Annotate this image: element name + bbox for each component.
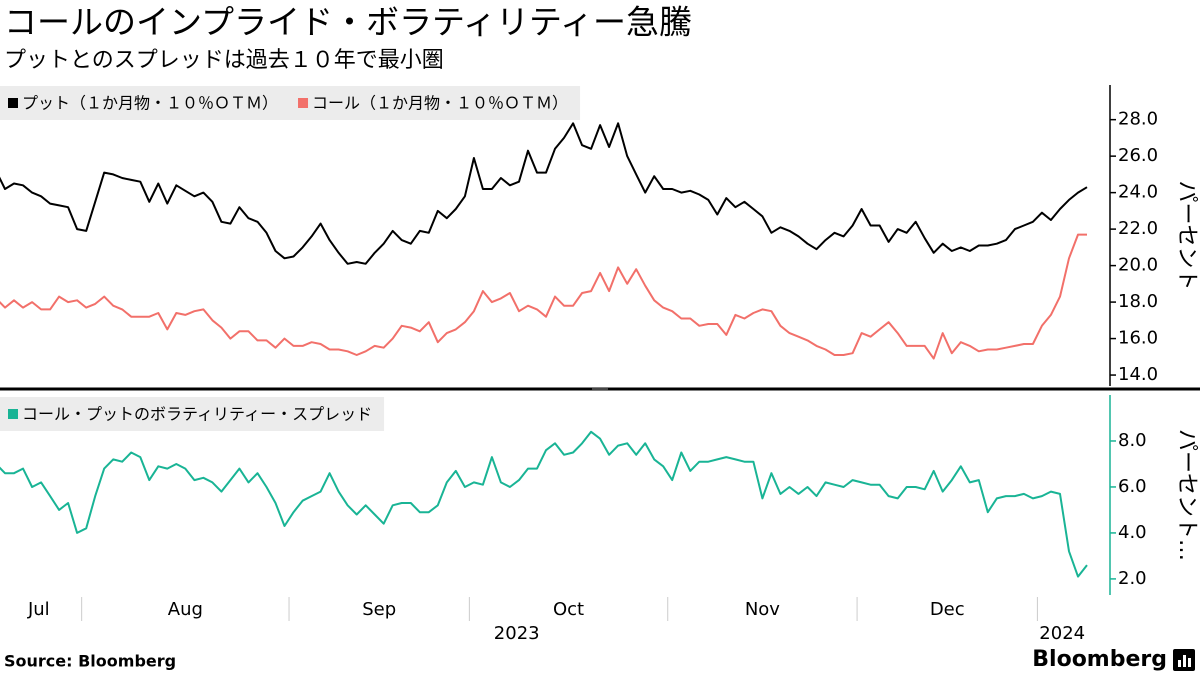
x-year-label: 2024 bbox=[1039, 623, 1085, 644]
y-axis-label: パーセント bbox=[1174, 180, 1199, 290]
x-tick-label: Sep bbox=[362, 599, 396, 620]
y-tick-label: 14.0 bbox=[1118, 364, 1158, 385]
x-year-label: 2023 bbox=[494, 623, 540, 644]
y-tick-label: 2.0 bbox=[1118, 568, 1147, 589]
y-tick-label: 20.0 bbox=[1118, 255, 1158, 276]
y-tick-label: 24.0 bbox=[1118, 182, 1158, 203]
y-tick-label: 22.0 bbox=[1118, 218, 1158, 239]
y-tick-label: 6.0 bbox=[1118, 476, 1147, 497]
x-tick-label: Dec bbox=[930, 599, 965, 620]
logo-icon-bar bbox=[1188, 658, 1191, 667]
logo: Bloomberg bbox=[1032, 647, 1167, 672]
y-axis-label: パーセント… bbox=[1174, 429, 1199, 561]
legend-label: プット（１か月物・１０％ＯＴＭ） bbox=[22, 94, 278, 113]
legend-swatch bbox=[8, 409, 18, 419]
subtitle: プットとのスプレッドは過去１０年で最小圏 bbox=[4, 48, 444, 73]
y-tick-label: 18.0 bbox=[1118, 291, 1158, 312]
line bbox=[0, 233, 1087, 360]
x-tick-label: Nov bbox=[745, 599, 780, 620]
y-tick-label: 16.0 bbox=[1118, 328, 1158, 349]
x-tick-label: Jul bbox=[27, 599, 50, 620]
line bbox=[0, 122, 1088, 265]
legend-label: コール（１か月物・１０％ＯＴＭ） bbox=[312, 94, 568, 113]
x-tick-label: Aug bbox=[168, 599, 203, 620]
legend-swatch bbox=[298, 98, 309, 108]
y-tick-label: 4.0 bbox=[1118, 522, 1147, 543]
y-tick-label: 26.0 bbox=[1118, 145, 1158, 166]
source: Source: Bloomberg bbox=[4, 652, 176, 671]
logo-icon-bar bbox=[1178, 660, 1181, 667]
line bbox=[0, 430, 1088, 578]
legend-box bbox=[0, 397, 385, 431]
legend-label: コール・プットのボラティリティー・スプレッド bbox=[22, 405, 372, 424]
x-tick-label: Oct bbox=[553, 599, 584, 620]
legend-box bbox=[0, 86, 581, 120]
legend-swatch bbox=[8, 98, 18, 108]
y-tick-label: 28.0 bbox=[1118, 109, 1158, 130]
y-tick-label: 8.0 bbox=[1118, 430, 1147, 451]
logo-icon-bar bbox=[1183, 655, 1186, 667]
title: コールのインプライド・ボラティリティー急騰 bbox=[4, 3, 692, 42]
